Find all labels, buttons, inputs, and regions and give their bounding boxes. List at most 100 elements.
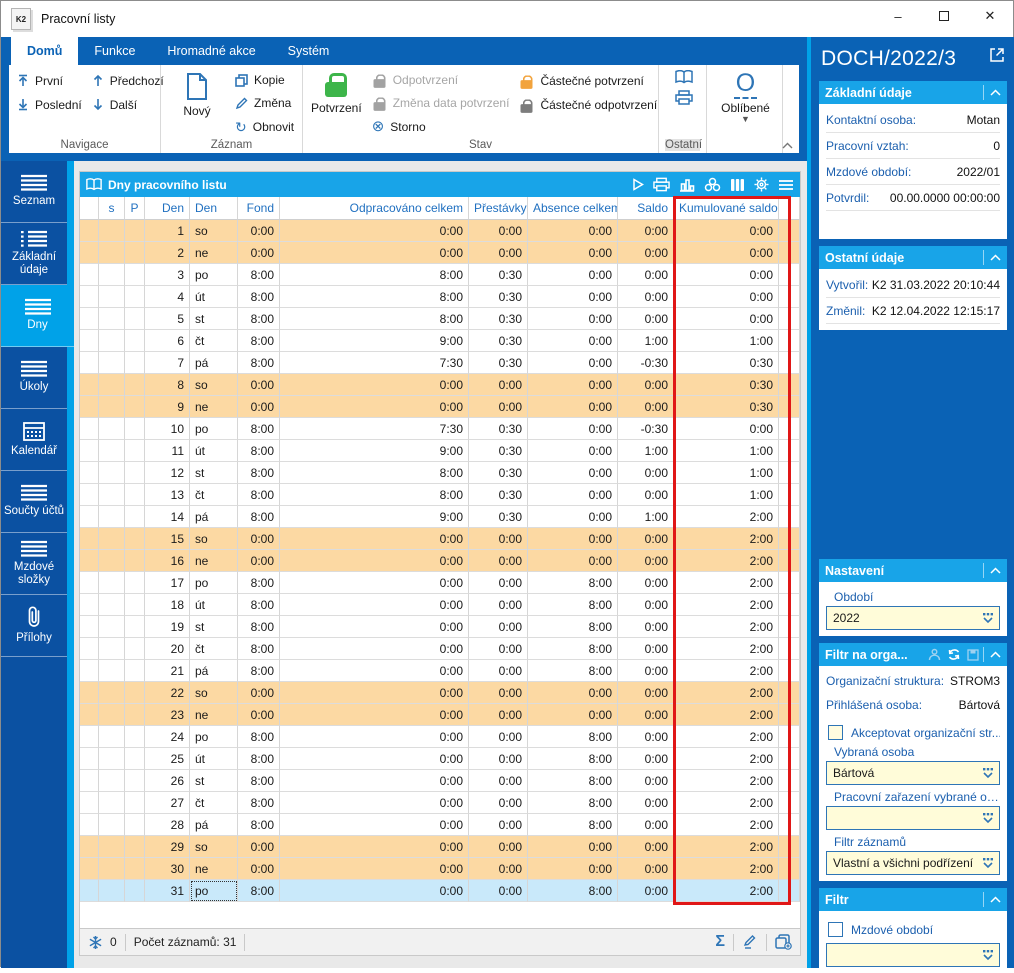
table-cell[interactable]: 0:30 bbox=[469, 440, 528, 462]
table-cell[interactable]: ne bbox=[190, 396, 238, 418]
table-cell[interactable] bbox=[80, 308, 99, 330]
sidebar-item-p-lohy[interactable]: Přílohy bbox=[1, 595, 67, 657]
table-cell[interactable]: 0:00 bbox=[469, 242, 528, 264]
table-cell[interactable] bbox=[80, 550, 99, 572]
table-cell[interactable]: 2:00 bbox=[674, 748, 779, 770]
table-cell[interactable]: 2 bbox=[145, 242, 190, 264]
table-cell[interactable]: st bbox=[190, 616, 238, 638]
table-cell[interactable]: 0:00 bbox=[528, 462, 618, 484]
table-cell[interactable]: 0:00 bbox=[528, 836, 618, 858]
table-cell[interactable]: 0:30 bbox=[469, 462, 528, 484]
table-cell[interactable]: 0:00 bbox=[469, 374, 528, 396]
table-cell[interactable]: 25 bbox=[145, 748, 190, 770]
table-row[interactable]: 1 so 0:00 0:00 0:00 0:00 0:00 0:00 bbox=[80, 220, 800, 242]
table-cell[interactable]: 0:30 bbox=[469, 506, 528, 528]
table-cell[interactable]: 0:00 bbox=[618, 374, 674, 396]
table-cell[interactable]: 0:00 bbox=[469, 814, 528, 836]
table-cell[interactable] bbox=[80, 616, 99, 638]
table-cell[interactable]: 3 bbox=[145, 264, 190, 286]
table-cell[interactable] bbox=[99, 220, 125, 242]
table-cell[interactable]: 17 bbox=[145, 572, 190, 594]
table-cell[interactable] bbox=[125, 242, 145, 264]
table-cell[interactable]: 0:00 bbox=[674, 308, 779, 330]
table-cell[interactable] bbox=[125, 792, 145, 814]
table-cell[interactable]: út bbox=[190, 748, 238, 770]
table-cell[interactable] bbox=[99, 858, 125, 880]
table-cell[interactable] bbox=[80, 242, 99, 264]
table-cell[interactable]: 0:00 bbox=[618, 484, 674, 506]
table-cell[interactable] bbox=[125, 330, 145, 352]
table-cell[interactable] bbox=[99, 682, 125, 704]
column-header-Přestávky[interactable]: Přestávky bbox=[469, 197, 528, 220]
table-row[interactable]: 22 so 0:00 0:00 0:00 0:00 0:00 2:00 bbox=[80, 682, 800, 704]
favorites-label[interactable]: Oblíbené bbox=[721, 101, 770, 116]
table-cell[interactable]: 0:00 bbox=[280, 704, 469, 726]
table-cell[interactable]: 8:00 bbox=[528, 660, 618, 682]
column-header-Absence celkem[interactable]: Absence celkem bbox=[528, 197, 618, 220]
table-cell[interactable]: 0:00 bbox=[280, 748, 469, 770]
table-cell[interactable] bbox=[80, 220, 99, 242]
minimize-button[interactable]: – bbox=[894, 8, 902, 24]
table-cell[interactable]: 0:00 bbox=[238, 682, 280, 704]
table-cell[interactable] bbox=[125, 704, 145, 726]
table-cell[interactable]: 2:00 bbox=[674, 682, 779, 704]
table-cell[interactable]: 0:00 bbox=[280, 528, 469, 550]
table-cell[interactable] bbox=[99, 374, 125, 396]
table-cell[interactable]: 2:00 bbox=[674, 616, 779, 638]
table-cell[interactable] bbox=[80, 792, 99, 814]
table-cell[interactable] bbox=[99, 594, 125, 616]
confirm-button[interactable]: Potvrzení bbox=[311, 70, 362, 137]
close-button[interactable]: ✕ bbox=[984, 8, 996, 23]
table-row[interactable]: 15 so 0:00 0:00 0:00 0:00 0:00 2:00 bbox=[80, 528, 800, 550]
table-cell[interactable]: 0:00 bbox=[528, 330, 618, 352]
table-cell[interactable]: 0:00 bbox=[618, 726, 674, 748]
table-cell[interactable]: 0:00 bbox=[469, 770, 528, 792]
table-row[interactable]: 23 ne 0:00 0:00 0:00 0:00 0:00 2:00 bbox=[80, 704, 800, 726]
table-cell[interactable]: 22 bbox=[145, 682, 190, 704]
table-cell[interactable] bbox=[125, 264, 145, 286]
table-cell[interactable]: 2:00 bbox=[674, 704, 779, 726]
table-cell[interactable]: 0:00 bbox=[238, 242, 280, 264]
table-cell[interactable]: 8:00 bbox=[238, 748, 280, 770]
table-cell[interactable]: 0:30 bbox=[469, 418, 528, 440]
table-cell[interactable]: 0:30 bbox=[674, 374, 779, 396]
table-row[interactable]: 28 pá 8:00 0:00 0:00 8:00 0:00 2:00 bbox=[80, 814, 800, 836]
table-cell[interactable]: 12 bbox=[145, 462, 190, 484]
table-cell[interactable] bbox=[80, 572, 99, 594]
table-cell[interactable]: 0:00 bbox=[674, 286, 779, 308]
table-cell[interactable]: ne bbox=[190, 242, 238, 264]
table-cell[interactable]: 8:00 bbox=[238, 264, 280, 286]
table-cell[interactable] bbox=[99, 440, 125, 462]
table-cell[interactable]: 26 bbox=[145, 770, 190, 792]
table-cell[interactable]: 0:30 bbox=[469, 484, 528, 506]
table-cell[interactable] bbox=[99, 726, 125, 748]
table-cell[interactable]: 8:00 bbox=[528, 770, 618, 792]
table-cell[interactable] bbox=[99, 264, 125, 286]
table-cell[interactable]: 0:00 bbox=[280, 814, 469, 836]
table-cell[interactable]: 10 bbox=[145, 418, 190, 440]
table-row[interactable]: 24 po 8:00 0:00 0:00 8:00 0:00 2:00 bbox=[80, 726, 800, 748]
table-cell[interactable]: čt bbox=[190, 792, 238, 814]
partial-unconfirm-button[interactable]: Částečné odpotvrzení bbox=[519, 94, 657, 115]
table-cell[interactable]: 0:00 bbox=[618, 660, 674, 682]
table-cell[interactable]: 0:00 bbox=[469, 396, 528, 418]
table-cell[interactable] bbox=[80, 462, 99, 484]
table-cell[interactable]: 24 bbox=[145, 726, 190, 748]
table-cell[interactable]: 0:00 bbox=[280, 858, 469, 880]
table-cell[interactable]: 9 bbox=[145, 396, 190, 418]
column-header-Odpracováno celkem[interactable]: Odpracováno celkem bbox=[280, 197, 469, 220]
table-cell[interactable] bbox=[99, 792, 125, 814]
table-cell[interactable]: 7 bbox=[145, 352, 190, 374]
table-cell[interactable]: 0:00 bbox=[469, 748, 528, 770]
table-row[interactable]: 6 čt 8:00 9:00 0:30 0:00 1:00 1:00 bbox=[80, 330, 800, 352]
table-cell[interactable]: út bbox=[190, 594, 238, 616]
table-cell[interactable]: 8:00 bbox=[238, 352, 280, 374]
table-cell[interactable] bbox=[80, 352, 99, 374]
table-cell[interactable]: 0:00 bbox=[618, 594, 674, 616]
table-cell[interactable]: 5 bbox=[145, 308, 190, 330]
table-cell[interactable]: 0:00 bbox=[280, 550, 469, 572]
favorites-icon[interactable]: O bbox=[733, 70, 758, 100]
table-cell[interactable] bbox=[125, 352, 145, 374]
table-row[interactable]: 29 so 0:00 0:00 0:00 0:00 0:00 2:00 bbox=[80, 836, 800, 858]
